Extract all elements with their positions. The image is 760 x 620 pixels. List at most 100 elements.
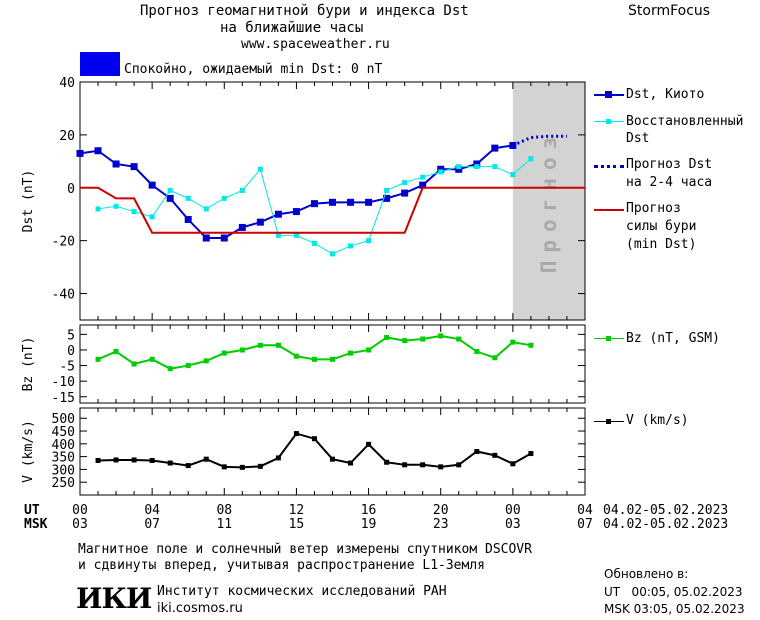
chart-subtitle: на ближайшие часы: [220, 20, 364, 36]
data-point: [167, 187, 173, 193]
data-point: [402, 338, 408, 344]
data-point: [131, 209, 137, 215]
site-url[interactable]: www.spaceweather.ru: [241, 37, 390, 52]
institute-name: Институт космических исследований РАН: [157, 584, 447, 599]
data-point: [474, 449, 480, 454]
data-point: [528, 342, 534, 348]
data-point: [384, 459, 390, 465]
x-tick-label-ut: 00: [72, 503, 88, 518]
data-point: [456, 462, 462, 468]
y-tick-label: 0: [67, 344, 75, 359]
status-color-swatch: [80, 52, 120, 76]
data-point: [419, 181, 427, 189]
y-tick-label: 350: [52, 451, 75, 466]
y-tick-label: -15: [52, 391, 75, 406]
y-tick-label: 400: [52, 438, 75, 453]
status-text: Спокойно, ожидаемый min Dst: 0 nT: [124, 62, 383, 77]
data-point: [257, 342, 263, 348]
data-point: [202, 234, 210, 242]
x-tick-label-ut: 04: [144, 503, 160, 518]
data-point: [366, 238, 372, 244]
x-tick-label-ut: 08: [216, 503, 232, 518]
y-tick-label: -20: [52, 235, 75, 250]
legend-forecast-dst-label-2: на 2-4 часа: [626, 175, 713, 190]
y-tick-label: 20: [59, 129, 75, 144]
footer-note-line1: Магнитное поле и солнечный ветер измерен…: [78, 542, 532, 557]
series-line: [97, 334, 532, 370]
legend-bz-label: Bz (nT, GSM): [626, 331, 720, 346]
data-point: [438, 169, 444, 175]
series-line: [80, 186, 585, 234]
forecast-band: [512, 82, 585, 320]
data-point: [203, 456, 209, 462]
legend-storm-forecast-label-3: (min Dst): [626, 237, 697, 252]
x-tick-label-msk: 07: [144, 517, 160, 532]
data-point: [149, 457, 155, 463]
data-point: [510, 172, 516, 178]
panel-dst: Прогноз 40 20 0 -20 -40 Dst (nT): [21, 76, 586, 321]
data-point: [94, 147, 102, 155]
data-point: [366, 347, 372, 353]
data-point: [149, 214, 155, 220]
data-point: [95, 206, 101, 212]
data-point: [275, 455, 281, 461]
legend-v-label: V (km/s): [626, 413, 689, 428]
data-point: [474, 164, 480, 170]
legend-bz-marker: [606, 336, 611, 341]
data-point: [95, 356, 101, 362]
y-tick-label: 300: [52, 463, 75, 478]
legend-reconstructed-marker: [606, 119, 611, 124]
legend-dst-kyoto-label: Dst, Киото: [626, 87, 705, 102]
y-tick-label: 40: [59, 76, 75, 91]
data-point: [148, 181, 156, 189]
y-tick-label: -40: [52, 288, 75, 303]
data-point: [167, 366, 173, 372]
data-point: [348, 460, 354, 466]
iki-logo: ИКИ: [76, 582, 152, 615]
data-point: [113, 203, 119, 209]
series-Прогноз-Dst-на-2-4-часа: [512, 134, 567, 147]
updated-label: Обновлено в:: [604, 567, 689, 581]
data-point: [112, 160, 120, 168]
x-tick-label-msk: 03: [505, 517, 521, 532]
data-point: [292, 208, 300, 216]
x-axis-date-range-msk: 04.02-05.02.2023: [603, 517, 729, 532]
x-tick-label-ut: 16: [361, 503, 377, 518]
data-point: [330, 456, 335, 462]
x-tick-label-msk: 07: [577, 517, 593, 532]
data-point: [438, 333, 444, 339]
series-Dst-Киото: [76, 141, 517, 242]
data-point: [185, 463, 191, 469]
data-point: [238, 223, 246, 231]
data-point: [510, 461, 516, 467]
data-point: [383, 194, 391, 202]
x-tick-label-msk: 23: [433, 517, 449, 532]
series-Прогноз-силы-бури-min-Dst-: [80, 186, 585, 234]
data-point: [473, 160, 481, 168]
data-point: [95, 457, 101, 463]
y-axis-label: Dst (nT): [21, 170, 36, 233]
data-point: [491, 144, 499, 152]
institute-site[interactable]: iki.cosmos.ru: [157, 601, 243, 616]
x-tick-label-ut: 04: [577, 503, 593, 518]
data-point: [221, 195, 227, 201]
data-point: [528, 451, 534, 457]
y-tick-label: -10: [52, 375, 75, 390]
updated-ut: UT 00:05, 05.02.2023: [604, 585, 743, 599]
data-point: [366, 441, 372, 447]
data-point: [113, 457, 119, 463]
footer-note-line2: и сдвинуты вперед, учитывая распростране…: [78, 558, 485, 573]
forecast-band-label: Прогноз: [537, 129, 561, 274]
data-point: [402, 179, 408, 185]
data-point: [329, 198, 336, 206]
legend-forecast-dst-label-1: Прогноз Dst: [626, 157, 713, 172]
panel-bz: 50-5-10-15 Bz (nT): [21, 324, 586, 406]
data-point: [220, 234, 228, 242]
data-point: [311, 240, 317, 246]
data-point: [384, 334, 390, 340]
y-axis-label: V (km/s): [21, 420, 36, 483]
x-tick-label-msk: 15: [289, 517, 305, 532]
data-point: [239, 464, 245, 470]
data-point: [492, 452, 498, 458]
